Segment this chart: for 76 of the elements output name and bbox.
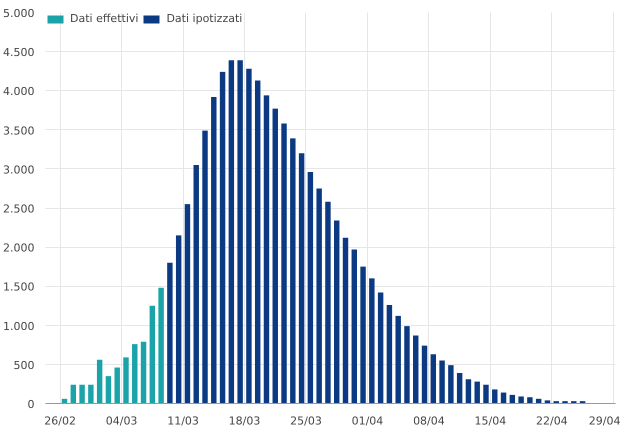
bar [510,394,516,404]
y-tick-label: 4.500 [3,46,35,60]
bar [456,373,462,404]
y-tick-label: 1.000 [3,320,35,333]
x-tick-label: 08/04 [413,414,445,428]
bar [220,72,226,404]
bar [228,60,234,404]
bar [369,278,375,404]
bar [88,384,94,404]
bar [413,335,418,404]
bar [342,238,348,404]
bar [422,346,428,404]
bar [272,108,278,404]
y-tick-label: 2.500 [3,202,35,216]
bar [167,262,173,404]
bar [527,397,533,404]
bar [386,304,392,404]
x-tick-label: 22/04 [536,414,568,428]
legend-label: Dati effettivi [70,12,138,25]
bar [395,316,401,404]
bar [106,376,112,404]
bar [352,249,357,404]
bar [176,235,182,404]
bar [430,354,436,404]
x-tick-label: 18/03 [228,414,260,428]
y-tick-label: 3.500 [3,124,35,138]
legend-label: Dati ipotizzati [166,12,242,25]
bar [500,392,506,404]
y-tick-label: 500 [14,358,35,372]
bar [378,292,384,404]
bar [254,80,260,404]
bar [194,164,199,404]
bar [246,68,252,404]
x-tick-label: 04/03 [106,414,138,428]
y-tick-label: 0 [28,398,34,411]
bar [114,368,120,404]
bar [298,153,304,404]
y-tick-label: 3.000 [3,163,35,176]
bar [439,360,445,404]
bar [70,384,76,404]
bar [123,357,129,404]
bar [237,60,243,404]
bar [325,202,331,404]
x-tick-label: 29/04 [588,414,621,428]
bar [158,288,164,404]
bar [132,344,138,404]
bar [466,379,472,404]
x-tick-label: 25/03 [290,414,322,428]
y-tick-label: 1.500 [3,280,35,294]
y-tick-label: 5.000 [3,7,35,20]
bar [211,96,217,404]
bar [308,172,314,404]
bar [290,138,296,404]
y-tick-label: 4.000 [3,85,35,98]
bar [518,396,524,404]
bar [96,360,102,404]
bar [281,124,287,404]
bar [334,220,340,404]
bar [316,188,322,404]
bar [150,306,156,404]
x-tick-label: 15/04 [474,414,506,428]
bar [404,326,410,404]
bar [202,130,208,404]
bar [79,384,85,404]
x-tick-label: 01/04 [352,414,384,428]
bar [492,389,498,404]
bar [140,342,146,404]
bar [448,365,454,404]
bar [474,382,480,404]
x-tick-label: 11/03 [167,414,199,428]
bar [483,384,489,404]
x-tick-label: 26/02 [44,414,76,428]
bar [264,95,270,404]
y-tick-label: 2.000 [3,242,35,255]
bar [184,204,190,404]
bar [360,266,366,404]
